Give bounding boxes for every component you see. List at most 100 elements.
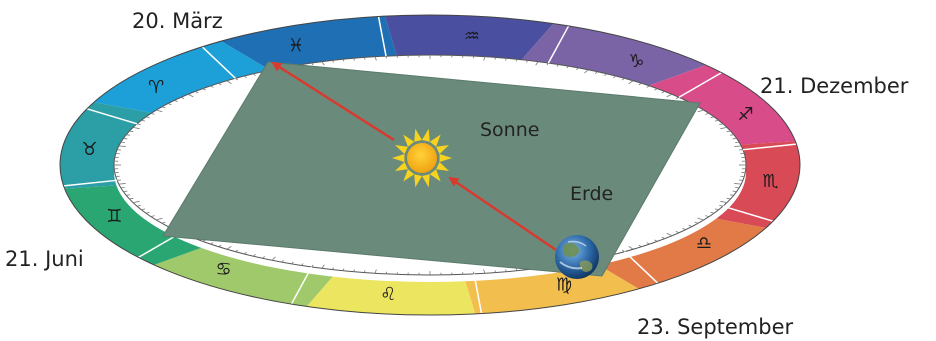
scale-tick bbox=[161, 221, 166, 224]
scale-tick bbox=[666, 93, 673, 98]
scale-tick bbox=[145, 116, 150, 119]
date-september: 23. September bbox=[637, 315, 794, 339]
scale-tick bbox=[167, 103, 172, 106]
scale-tick bbox=[675, 231, 680, 234]
scale-tick bbox=[694, 221, 699, 224]
zodiac-glyphs: ♓ ♒ ♑ ♐ ♏ ♎ ♍ ♌ ♋ ♊ ♉ ♈ bbox=[59, 14, 801, 316]
scale-tick bbox=[235, 249, 239, 253]
scale-tick bbox=[473, 55, 475, 59]
sun-label: Sonne bbox=[480, 119, 539, 141]
scale-tick bbox=[194, 91, 199, 94]
capricorn-icon: ♑ bbox=[628, 51, 644, 72]
sun-ray bbox=[436, 162, 450, 172]
gemini-icon: ♊ bbox=[106, 206, 122, 227]
scale-tick bbox=[705, 112, 710, 115]
scale-tick bbox=[688, 224, 693, 227]
scale-tick bbox=[321, 61, 325, 66]
zodiac-divider bbox=[742, 143, 797, 151]
scale-tick bbox=[118, 183, 126, 185]
scale-tick bbox=[483, 269, 486, 274]
scale-tick bbox=[363, 57, 366, 60]
scale-tick bbox=[584, 69, 589, 74]
scale-tick bbox=[244, 251, 247, 255]
scale-tick bbox=[714, 119, 719, 122]
scale-tick bbox=[604, 73, 607, 76]
scale-tick bbox=[654, 88, 658, 91]
earth-icon bbox=[555, 235, 599, 279]
scale-tick bbox=[729, 134, 734, 136]
sun-ray bbox=[394, 162, 408, 172]
zodiac-divider bbox=[624, 251, 659, 284]
scale-tick bbox=[682, 227, 686, 231]
scale-tick bbox=[187, 93, 194, 98]
scale-tick bbox=[141, 208, 146, 211]
scale-tick bbox=[136, 204, 141, 207]
scale-tick bbox=[150, 215, 155, 218]
scale-tick bbox=[385, 271, 387, 275]
scale-tick bbox=[311, 62, 314, 66]
sun-ray bbox=[394, 144, 408, 154]
virgo-icon: ♍ bbox=[556, 275, 572, 296]
scale-tick bbox=[145, 211, 150, 214]
scale-tick bbox=[129, 130, 134, 133]
scale-tick bbox=[494, 270, 497, 273]
scale-tick bbox=[262, 256, 265, 259]
scale-tick bbox=[666, 232, 673, 237]
scale-tick bbox=[226, 245, 232, 250]
scale-tick bbox=[353, 269, 355, 272]
scale-tick bbox=[710, 116, 715, 119]
ring-outer-edge bbox=[59, 14, 801, 316]
scale-tick bbox=[291, 261, 294, 265]
aquarius-icon: ♒ bbox=[464, 26, 480, 47]
scale-tick bbox=[505, 269, 507, 272]
scale-tick bbox=[132, 126, 140, 130]
scale-tick bbox=[218, 82, 222, 86]
scale-tick bbox=[174, 99, 178, 103]
scale-tick bbox=[556, 64, 559, 67]
date-december: 21. Dezember bbox=[760, 74, 909, 98]
scale-tick bbox=[311, 264, 314, 268]
sun-ray bbox=[422, 174, 430, 188]
scale-tick bbox=[661, 91, 666, 94]
scale-tick bbox=[123, 137, 128, 140]
scale-tick bbox=[734, 183, 742, 185]
scale-tick bbox=[150, 112, 155, 115]
arrow-sun-to-march bbox=[271, 61, 395, 142]
scale-tick bbox=[118, 145, 126, 147]
sun-ray bbox=[439, 153, 452, 163]
scale-tick bbox=[621, 249, 625, 253]
aries-icon: ♈ bbox=[148, 77, 164, 98]
zodiac-divider bbox=[473, 273, 483, 314]
scale-tick bbox=[697, 109, 704, 113]
scale-tick bbox=[719, 204, 724, 207]
scale-tick bbox=[342, 268, 345, 271]
scale-tick bbox=[726, 130, 731, 133]
scale-tick bbox=[628, 245, 634, 250]
scale-tick bbox=[720, 126, 728, 130]
scale-tick bbox=[321, 264, 325, 269]
scale-tick bbox=[720, 200, 728, 204]
scale-tick bbox=[136, 123, 141, 126]
scale-tick bbox=[638, 244, 642, 248]
scale-tick bbox=[675, 96, 680, 99]
scale-tick bbox=[301, 263, 304, 266]
date-march: 20. März bbox=[132, 9, 223, 33]
scale-tick bbox=[332, 267, 334, 270]
scale-tick bbox=[126, 194, 131, 196]
cancer-icon: ♋ bbox=[216, 259, 232, 280]
scale-tick bbox=[141, 119, 146, 122]
scale-tick bbox=[271, 256, 276, 261]
scale-tick bbox=[628, 80, 634, 85]
scorpio-icon: ♏ bbox=[762, 171, 778, 192]
sun-ray bbox=[403, 169, 415, 182]
scale-tick bbox=[374, 269, 377, 274]
scale-tick bbox=[494, 57, 497, 60]
sun-icon bbox=[392, 128, 452, 188]
sagittarius-icon: ♐ bbox=[738, 104, 754, 125]
scale-tick bbox=[126, 134, 131, 136]
zodiac-divider bbox=[201, 46, 236, 79]
scale-tick bbox=[638, 82, 642, 86]
scale-tick bbox=[202, 88, 206, 91]
scale-tick bbox=[646, 85, 650, 88]
